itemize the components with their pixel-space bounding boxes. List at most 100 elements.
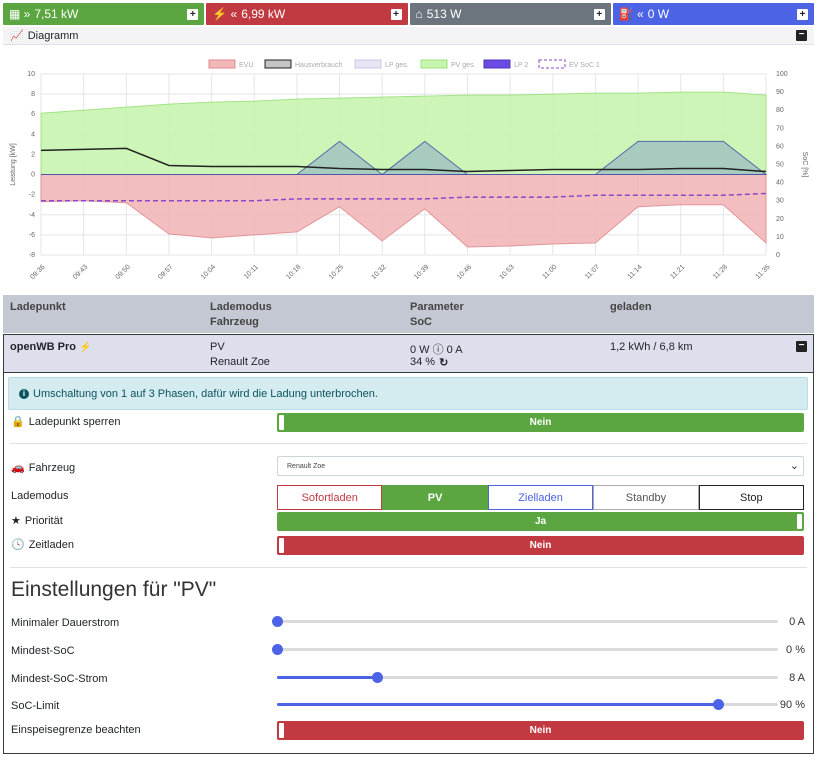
diagram-title: Diagramm xyxy=(27,29,79,42)
series-pv-area xyxy=(40,91,767,176)
house-icon: ⌂ xyxy=(415,7,423,21)
house-value: 513 W xyxy=(426,7,462,21)
y2-tick-label: 50 xyxy=(776,162,784,169)
y2-tick-label: 70 xyxy=(776,125,784,132)
timed-value: Nein xyxy=(529,540,552,551)
grid-status[interactable]: ▦ » 7,51 kW + xyxy=(3,3,205,25)
chargepoint-table-header: Ladepunkt Lademodus Fahrzeug Parameter S… xyxy=(3,295,814,333)
mode-pv[interactable]: PV xyxy=(382,485,488,510)
alert-text: Umschaltung von 1 auf 3 Phasen, dafür wi… xyxy=(33,387,378,400)
y2-axis-label: SoC [%] xyxy=(801,152,808,178)
pv-status[interactable]: ⚡ « 6,99 kW + xyxy=(206,3,408,25)
chargepoint-row[interactable]: openWB Pro ⚡ PV Renault Zoe 0 W ⓘ 0 A 34… xyxy=(4,335,813,373)
slider-thumb[interactable] xyxy=(272,616,283,627)
legend-swatch xyxy=(538,59,566,69)
car-icon: 🚗 xyxy=(11,462,25,474)
lock-value: Nein xyxy=(529,417,552,428)
min-soc-value: 0 % xyxy=(786,644,805,656)
legend-label: EV SoC 1 xyxy=(569,62,600,69)
header-parameter: Parameter xyxy=(410,301,464,313)
min-soc-current-value: 8 A xyxy=(789,672,805,684)
y-tick-label: 8 xyxy=(31,91,35,98)
soc-limit-value: 90 % xyxy=(779,699,805,711)
diagram-header[interactable]: 📈 Diagramm − xyxy=(3,27,814,45)
x-tick-label: 11:35 xyxy=(755,264,772,281)
collapse-icon[interactable]: − xyxy=(796,341,807,352)
series-evu-area xyxy=(40,174,767,248)
y-tick-label: -6 xyxy=(29,232,35,239)
min-current-value: 0 A xyxy=(789,616,805,628)
y-tick-label: 4 xyxy=(31,131,35,138)
y2-tick-label: 10 xyxy=(776,234,784,241)
y2-tick-label: 80 xyxy=(776,107,784,114)
feed-limit-toggle[interactable]: Nein xyxy=(277,721,804,740)
x-tick-label: 09:36 xyxy=(29,264,46,281)
header-chargepoint: Ladepunkt xyxy=(10,301,66,313)
expand-icon[interactable]: + xyxy=(593,8,605,20)
slider-thumb[interactable] xyxy=(712,699,724,710)
clock-icon: 🕓 xyxy=(11,539,25,551)
expand-icon[interactable]: + xyxy=(187,8,199,20)
legend-label: LP ges. xyxy=(385,62,409,69)
y2-tick-label: 20 xyxy=(776,216,784,223)
mode-sofortladen[interactable]: Sofortladen xyxy=(277,485,383,510)
charge-status[interactable]: ⛽ « 0 W + xyxy=(612,3,814,25)
soc-limit-slider[interactable] xyxy=(277,698,778,712)
min-current-slider[interactable] xyxy=(272,615,778,629)
y-tick-label: 0 xyxy=(31,172,35,179)
legend-swatch xyxy=(354,59,382,69)
feed-limit-label: Einspeisegrenze beachten xyxy=(11,724,141,736)
slider-thumb[interactable] xyxy=(372,672,384,683)
y2-tick-label: 90 xyxy=(776,89,784,96)
header-charged: geladen xyxy=(610,301,652,313)
charge-value: 0 W xyxy=(647,7,670,21)
refresh-icon[interactable]: ↻ xyxy=(439,357,449,369)
chart-icon: 📈 xyxy=(10,30,24,42)
x-tick-label: 10:04 xyxy=(200,264,217,281)
timed-toggle[interactable]: Nein xyxy=(277,536,804,555)
mode-standby[interactable]: Standby xyxy=(593,485,699,510)
y-tick-label: -2 xyxy=(29,192,35,199)
header-vehicle: Fahrzeug xyxy=(210,316,259,328)
y-axis-label: Leistung [kW] xyxy=(10,143,17,185)
x-tick-label: 11:14 xyxy=(627,264,644,281)
legend-swatch xyxy=(264,59,292,69)
x-tick-label: 11:21 xyxy=(669,264,686,281)
y-tick-label: 6 xyxy=(31,111,35,118)
feed-limit-value: Nein xyxy=(529,725,552,736)
header-soc: SoC xyxy=(410,316,432,328)
x-tick-label: 09:50 xyxy=(115,264,132,281)
x-tick-label: 10:39 xyxy=(413,264,430,281)
priority-label: Priorität xyxy=(24,514,63,527)
y-tick-label: 10 xyxy=(27,71,35,78)
min-soc-current-slider[interactable] xyxy=(277,671,778,685)
vehicle-select[interactable]: Renault Zoe ⌄ xyxy=(277,456,804,476)
lock-toggle[interactable]: Nein xyxy=(277,413,804,432)
legend-swatch xyxy=(483,59,511,69)
slider-thumb[interactable] xyxy=(272,644,283,655)
timed-label: Zeitladen xyxy=(28,538,74,551)
header-mode: Lademodus xyxy=(210,301,272,313)
collapse-icon[interactable]: − xyxy=(796,30,807,41)
expand-icon[interactable]: + xyxy=(797,8,808,20)
mode-label: Lademodus xyxy=(11,490,69,502)
priority-value: Ja xyxy=(534,516,547,527)
min-soc-slider[interactable] xyxy=(272,643,778,657)
legend-swatch xyxy=(420,59,448,69)
plug-icon: ⚡ xyxy=(79,342,92,353)
lock-label: Ladepunkt sperren xyxy=(28,415,121,428)
pv-settings-title: Einstellungen für "PV" xyxy=(11,578,217,601)
mode-stop[interactable]: Stop xyxy=(698,485,805,510)
y2-tick-label: 40 xyxy=(776,180,784,187)
y-tick-label: -4 xyxy=(29,212,35,219)
expand-icon[interactable]: + xyxy=(390,8,402,20)
priority-toggle[interactable]: Ja xyxy=(277,512,804,531)
soc-limit-label: SoC-Limit xyxy=(11,700,60,712)
x-tick-label: 10:46 xyxy=(456,264,473,281)
mode-zielladen[interactable]: Zielladen xyxy=(487,485,594,510)
house-status[interactable]: ⌂ 513 W + xyxy=(409,3,611,25)
x-tick-label: 09:57 xyxy=(157,264,174,281)
status-bar: ▦ » 7,51 kW + ⚡ « 6,99 kW + ⌂ 513 W + ⛽ … xyxy=(3,3,814,25)
x-tick-label: 10:53 xyxy=(498,264,515,281)
